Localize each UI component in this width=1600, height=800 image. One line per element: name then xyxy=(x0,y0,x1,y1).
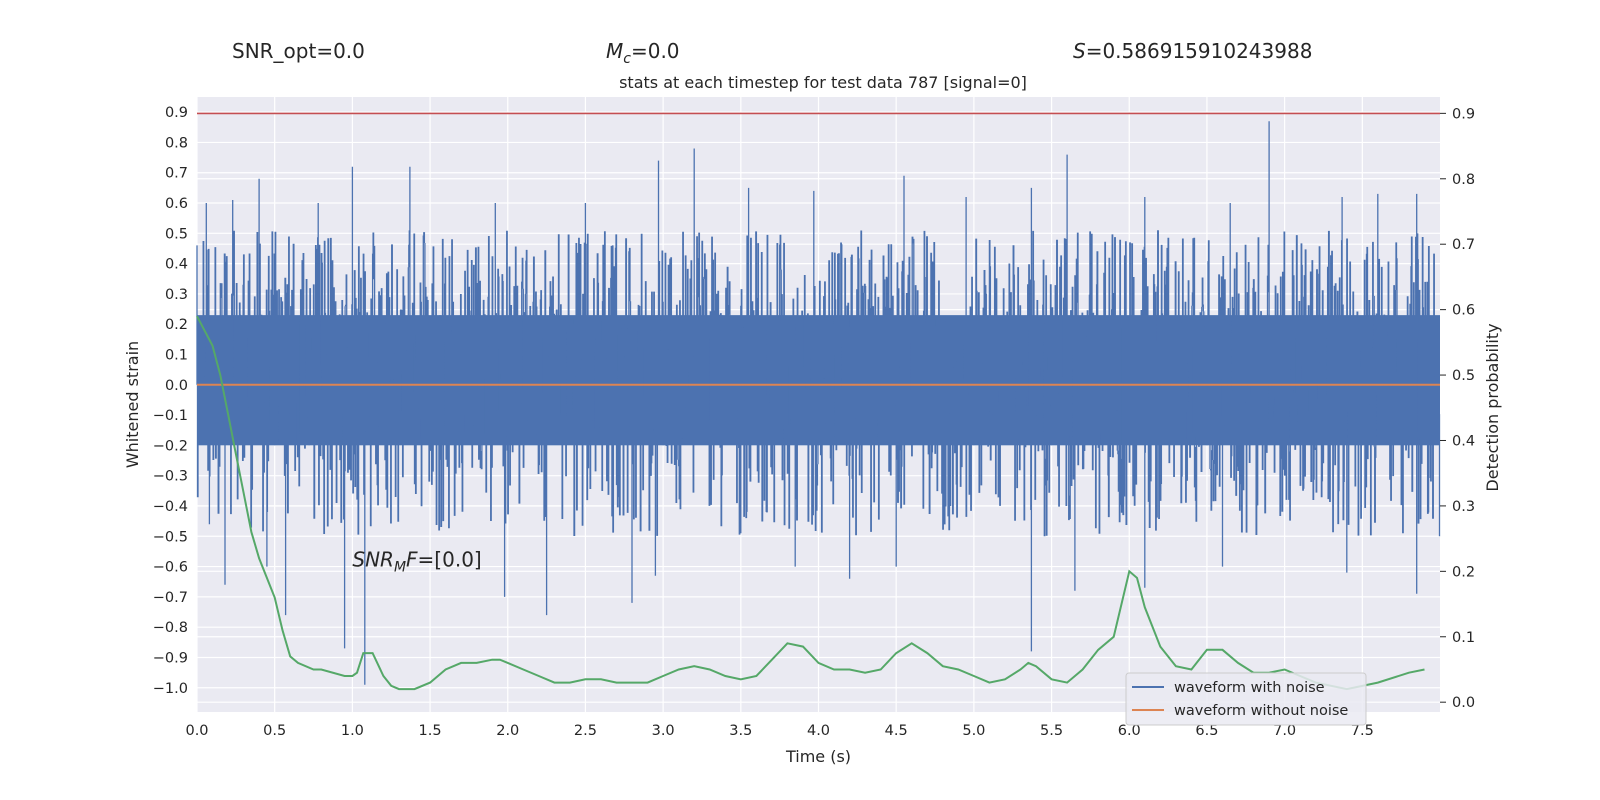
noise-trace xyxy=(196,121,1441,685)
legend: waveform with noise waveform without noi… xyxy=(1125,672,1367,726)
x-tick-label: 5.0 xyxy=(962,723,985,739)
x-tick-label: 1.5 xyxy=(419,723,442,739)
x-axis-label: Time (s) xyxy=(785,747,851,766)
y2-tick-label: 0.9 xyxy=(1452,106,1475,122)
x-tick-label: 0.5 xyxy=(263,723,286,739)
y2-tick-label: 0.7 xyxy=(1452,237,1475,253)
y-tick-label: −0.1 xyxy=(153,408,188,424)
mc-value: =0.0 xyxy=(631,39,680,63)
annot-value: =[0.0] xyxy=(418,548,482,572)
legend-label-clean: waveform without noise xyxy=(1174,703,1348,719)
y-tick-label: −1.0 xyxy=(153,681,188,697)
annot-sub: M xyxy=(394,560,406,576)
mc-subscript: c xyxy=(623,51,631,67)
x-tick-label: 6.0 xyxy=(1118,723,1141,739)
left-tick-labels: 0.9 0.8 0.7 0.6 0.5 0.4 0.3 0.2 0.1 0.0 −0.1 −0.2 −0… xyxy=(153,105,188,697)
x-tick-label: 4.0 xyxy=(807,723,830,739)
y-tick-label: 0.3 xyxy=(165,287,188,303)
x-tick-label: 2.5 xyxy=(574,723,597,739)
y-tick-label: 0.2 xyxy=(165,317,188,333)
y2-tick-label: 0.1 xyxy=(1452,630,1475,646)
x-tick-label: 3.5 xyxy=(729,723,752,739)
x-tick-label: 0.0 xyxy=(185,723,208,739)
x-tick-labels: 0.0 0.5 1.0 1.5 2.0 2.5 3.0 3.5 4.0 4.5 5.0 5.5 6.0 6… xyxy=(185,723,1373,739)
s-value: =0.586915910243988 xyxy=(1086,39,1313,63)
y2-tick-label: 0.5 xyxy=(1452,368,1475,384)
y2-axis-label: Detection probability xyxy=(1483,323,1502,491)
x-tick-label: 7.5 xyxy=(1351,723,1374,739)
right-tick-labels: 0.9 0.8 0.7 0.6 0.5 0.4 0.3 0.2 0.1 0.0 xyxy=(1440,106,1475,711)
y-tick-label: −0.4 xyxy=(153,499,188,515)
y2-tick-label: 0.4 xyxy=(1452,433,1475,449)
detection-probability-line xyxy=(196,315,1425,691)
y2-tick-label: 0.3 xyxy=(1452,499,1475,515)
y-tick-label: −0.8 xyxy=(153,620,188,636)
y2-tick-label: 0.8 xyxy=(1452,172,1475,188)
x-tick-label: 1.0 xyxy=(341,723,364,739)
y-tick-label: −0.9 xyxy=(153,650,188,666)
y-tick-label: 0.0 xyxy=(165,378,188,394)
x-tick-label: 5.5 xyxy=(1040,723,1063,739)
y-tick-label: −0.5 xyxy=(153,529,188,545)
y-tick-label: −0.2 xyxy=(153,438,188,454)
y-tick-label: 0.7 xyxy=(165,166,188,182)
snr-mf-annotation: SNRMF=[0.0] xyxy=(352,548,481,576)
y-tick-label: −0.7 xyxy=(153,590,188,606)
y-tick-label: 0.4 xyxy=(165,257,188,273)
legend-box xyxy=(1125,672,1367,726)
chart-title: stats at each timestep for test data 787… xyxy=(619,73,1027,92)
x-tick-label: 4.5 xyxy=(885,723,908,739)
x-tick-label: 6.5 xyxy=(1195,723,1218,739)
y-tick-label: 0.8 xyxy=(165,135,188,151)
annot-tail: F xyxy=(406,548,418,572)
y2-tick-label: 0.0 xyxy=(1452,695,1475,711)
annot-base: SNR xyxy=(352,548,394,572)
y-tick-label: 0.9 xyxy=(165,105,188,121)
mc-symbol: M xyxy=(606,39,623,63)
y-axis-label: Whitened strain xyxy=(123,341,142,468)
legend-label-noise: waveform with noise xyxy=(1174,680,1325,696)
y-tick-label: 0.5 xyxy=(165,226,188,242)
y-tick-label: 0.6 xyxy=(165,196,188,212)
x-tick-label: 3.0 xyxy=(652,723,675,739)
y-tick-label: −0.3 xyxy=(153,469,188,485)
x-tick-label: 2.0 xyxy=(496,723,519,739)
chirp-mass-label: Mc=0.0 xyxy=(606,39,680,67)
snr-opt-label: SNR_opt=0.0 xyxy=(232,39,365,63)
s-stat-label: S=0.586915910243988 xyxy=(1073,39,1312,63)
y-tick-label: −0.6 xyxy=(153,560,188,576)
s-symbol: S xyxy=(1073,39,1086,63)
line-series xyxy=(196,112,1440,691)
x-tick-label: 7.0 xyxy=(1273,723,1296,739)
y-tick-label: 0.1 xyxy=(165,348,188,364)
waveform-with-noise-series xyxy=(196,121,1441,685)
y2-tick-label: 0.6 xyxy=(1452,303,1475,319)
y2-tick-label: 0.2 xyxy=(1452,564,1475,580)
